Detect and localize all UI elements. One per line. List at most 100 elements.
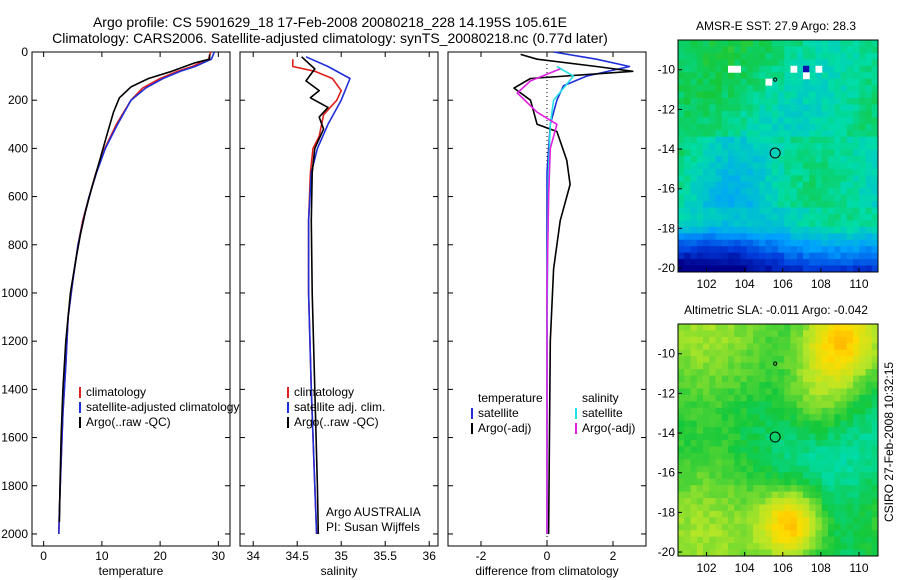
heatmap-cell [684, 40, 691, 47]
heatmap-cell [690, 226, 698, 234]
heatmap-cell [778, 52, 785, 60]
heatmap-cell [709, 336, 716, 344]
heatmap-cell [771, 510, 779, 518]
heatmap-cell [859, 175, 866, 183]
heatmap-cell [740, 252, 748, 260]
heatmap-cell [746, 336, 754, 344]
heatmap-cell [796, 149, 804, 157]
heatmap-cell [828, 549, 835, 557]
heatmap-cell [821, 401, 829, 409]
heatmap-cell [696, 330, 704, 338]
heatmap-cell [703, 98, 710, 105]
heatmap-cell [803, 246, 810, 254]
heatmap-cell [715, 123, 723, 131]
heatmap-cell [846, 143, 854, 151]
heatmap-cell [778, 239, 785, 247]
heatmap-cell [840, 375, 848, 383]
heatmap-cell [696, 356, 704, 364]
heatmap-cell [803, 543, 810, 551]
heatmap-cell [803, 259, 810, 267]
heatmap-cell [834, 433, 841, 441]
heatmap-cell [765, 394, 773, 402]
heatmap-cell [790, 220, 798, 228]
heatmap-cell [871, 220, 879, 228]
heatmap-cell [746, 401, 754, 409]
heatmap-cell [759, 226, 766, 234]
heatmap-cell [815, 504, 823, 512]
heatmap-cell [809, 356, 816, 364]
heatmap-cell [759, 91, 766, 99]
heatmap-cell [834, 523, 841, 531]
heatmap-cell [803, 549, 810, 557]
heatmap-cell [715, 104, 723, 112]
heatmap-cell [821, 388, 829, 396]
heatmap-cell [765, 239, 773, 247]
heatmap-cell [678, 194, 685, 202]
heatmap-cell [846, 168, 854, 176]
heatmap-cell [846, 549, 854, 557]
heatmap-cell [703, 78, 710, 86]
heatmap-cell [753, 149, 760, 157]
heatmap-cell [703, 382, 710, 389]
heatmap-cell [790, 427, 798, 435]
heatmap-cell [678, 324, 685, 331]
heatmap-cell [846, 156, 854, 163]
heatmap-cell [859, 420, 866, 428]
heatmap-cell [734, 407, 741, 415]
heatmap-cell [746, 543, 754, 551]
heatmap-cell [684, 414, 691, 422]
heatmap-cell [840, 369, 848, 377]
heatmap-cell [853, 123, 860, 131]
heatmap-cell [796, 188, 804, 196]
heatmap-cell [865, 349, 873, 357]
heatmap-cell [834, 117, 841, 125]
heatmap-cell [803, 414, 810, 422]
heatmap-cell [721, 201, 729, 209]
heatmap-cell [840, 162, 848, 170]
heatmap-cell [853, 530, 860, 538]
heatmap-cell [821, 530, 829, 538]
heatmap-cell [865, 239, 873, 247]
heatmap-cell [853, 46, 860, 54]
heatmap-cell [734, 459, 741, 467]
heatmap-cell [828, 52, 835, 60]
heatmap-cell [871, 485, 879, 493]
heatmap-cell [871, 194, 879, 202]
heatmap-cell [709, 523, 716, 531]
heatmap-cell [784, 336, 791, 344]
x-axis-label: salinity [321, 564, 358, 578]
heatmap-cell [828, 407, 835, 415]
heatmap-cell [765, 85, 773, 93]
heatmap-cell [678, 420, 685, 428]
heatmap-cell [728, 162, 735, 170]
heatmap-cell [696, 214, 704, 221]
heatmap-cell [715, 233, 723, 241]
heatmap-cell [840, 175, 848, 183]
heatmap-cell [759, 72, 766, 80]
heatmap-cell [809, 201, 816, 209]
heatmap-cell [828, 168, 835, 176]
heatmap-cell [684, 543, 691, 551]
heatmap-cell [684, 188, 691, 196]
heatmap-cell [740, 123, 748, 131]
heatmap-cell [734, 46, 741, 54]
heatmap-cell [721, 491, 729, 499]
heatmap-cell [771, 130, 779, 138]
heatmap-cell [715, 85, 723, 93]
heatmap-cell [859, 123, 866, 131]
heatmap-cell [865, 85, 873, 93]
heatmap-cell [784, 452, 791, 460]
heatmap-cell [740, 440, 748, 447]
heatmap-cell [728, 485, 735, 493]
heatmap-cell [784, 498, 791, 505]
heatmap-cell [734, 85, 741, 93]
heatmap-cell [703, 143, 710, 151]
heatmap-cell [778, 91, 785, 99]
heatmap-cell [815, 459, 823, 467]
heatmap-cell [853, 485, 860, 493]
heatmap-cell [859, 369, 866, 377]
heatmap-cell [790, 98, 798, 105]
heatmap-cell [753, 446, 760, 454]
heatmap-cell [753, 459, 760, 467]
heatmap-cell [771, 194, 779, 202]
